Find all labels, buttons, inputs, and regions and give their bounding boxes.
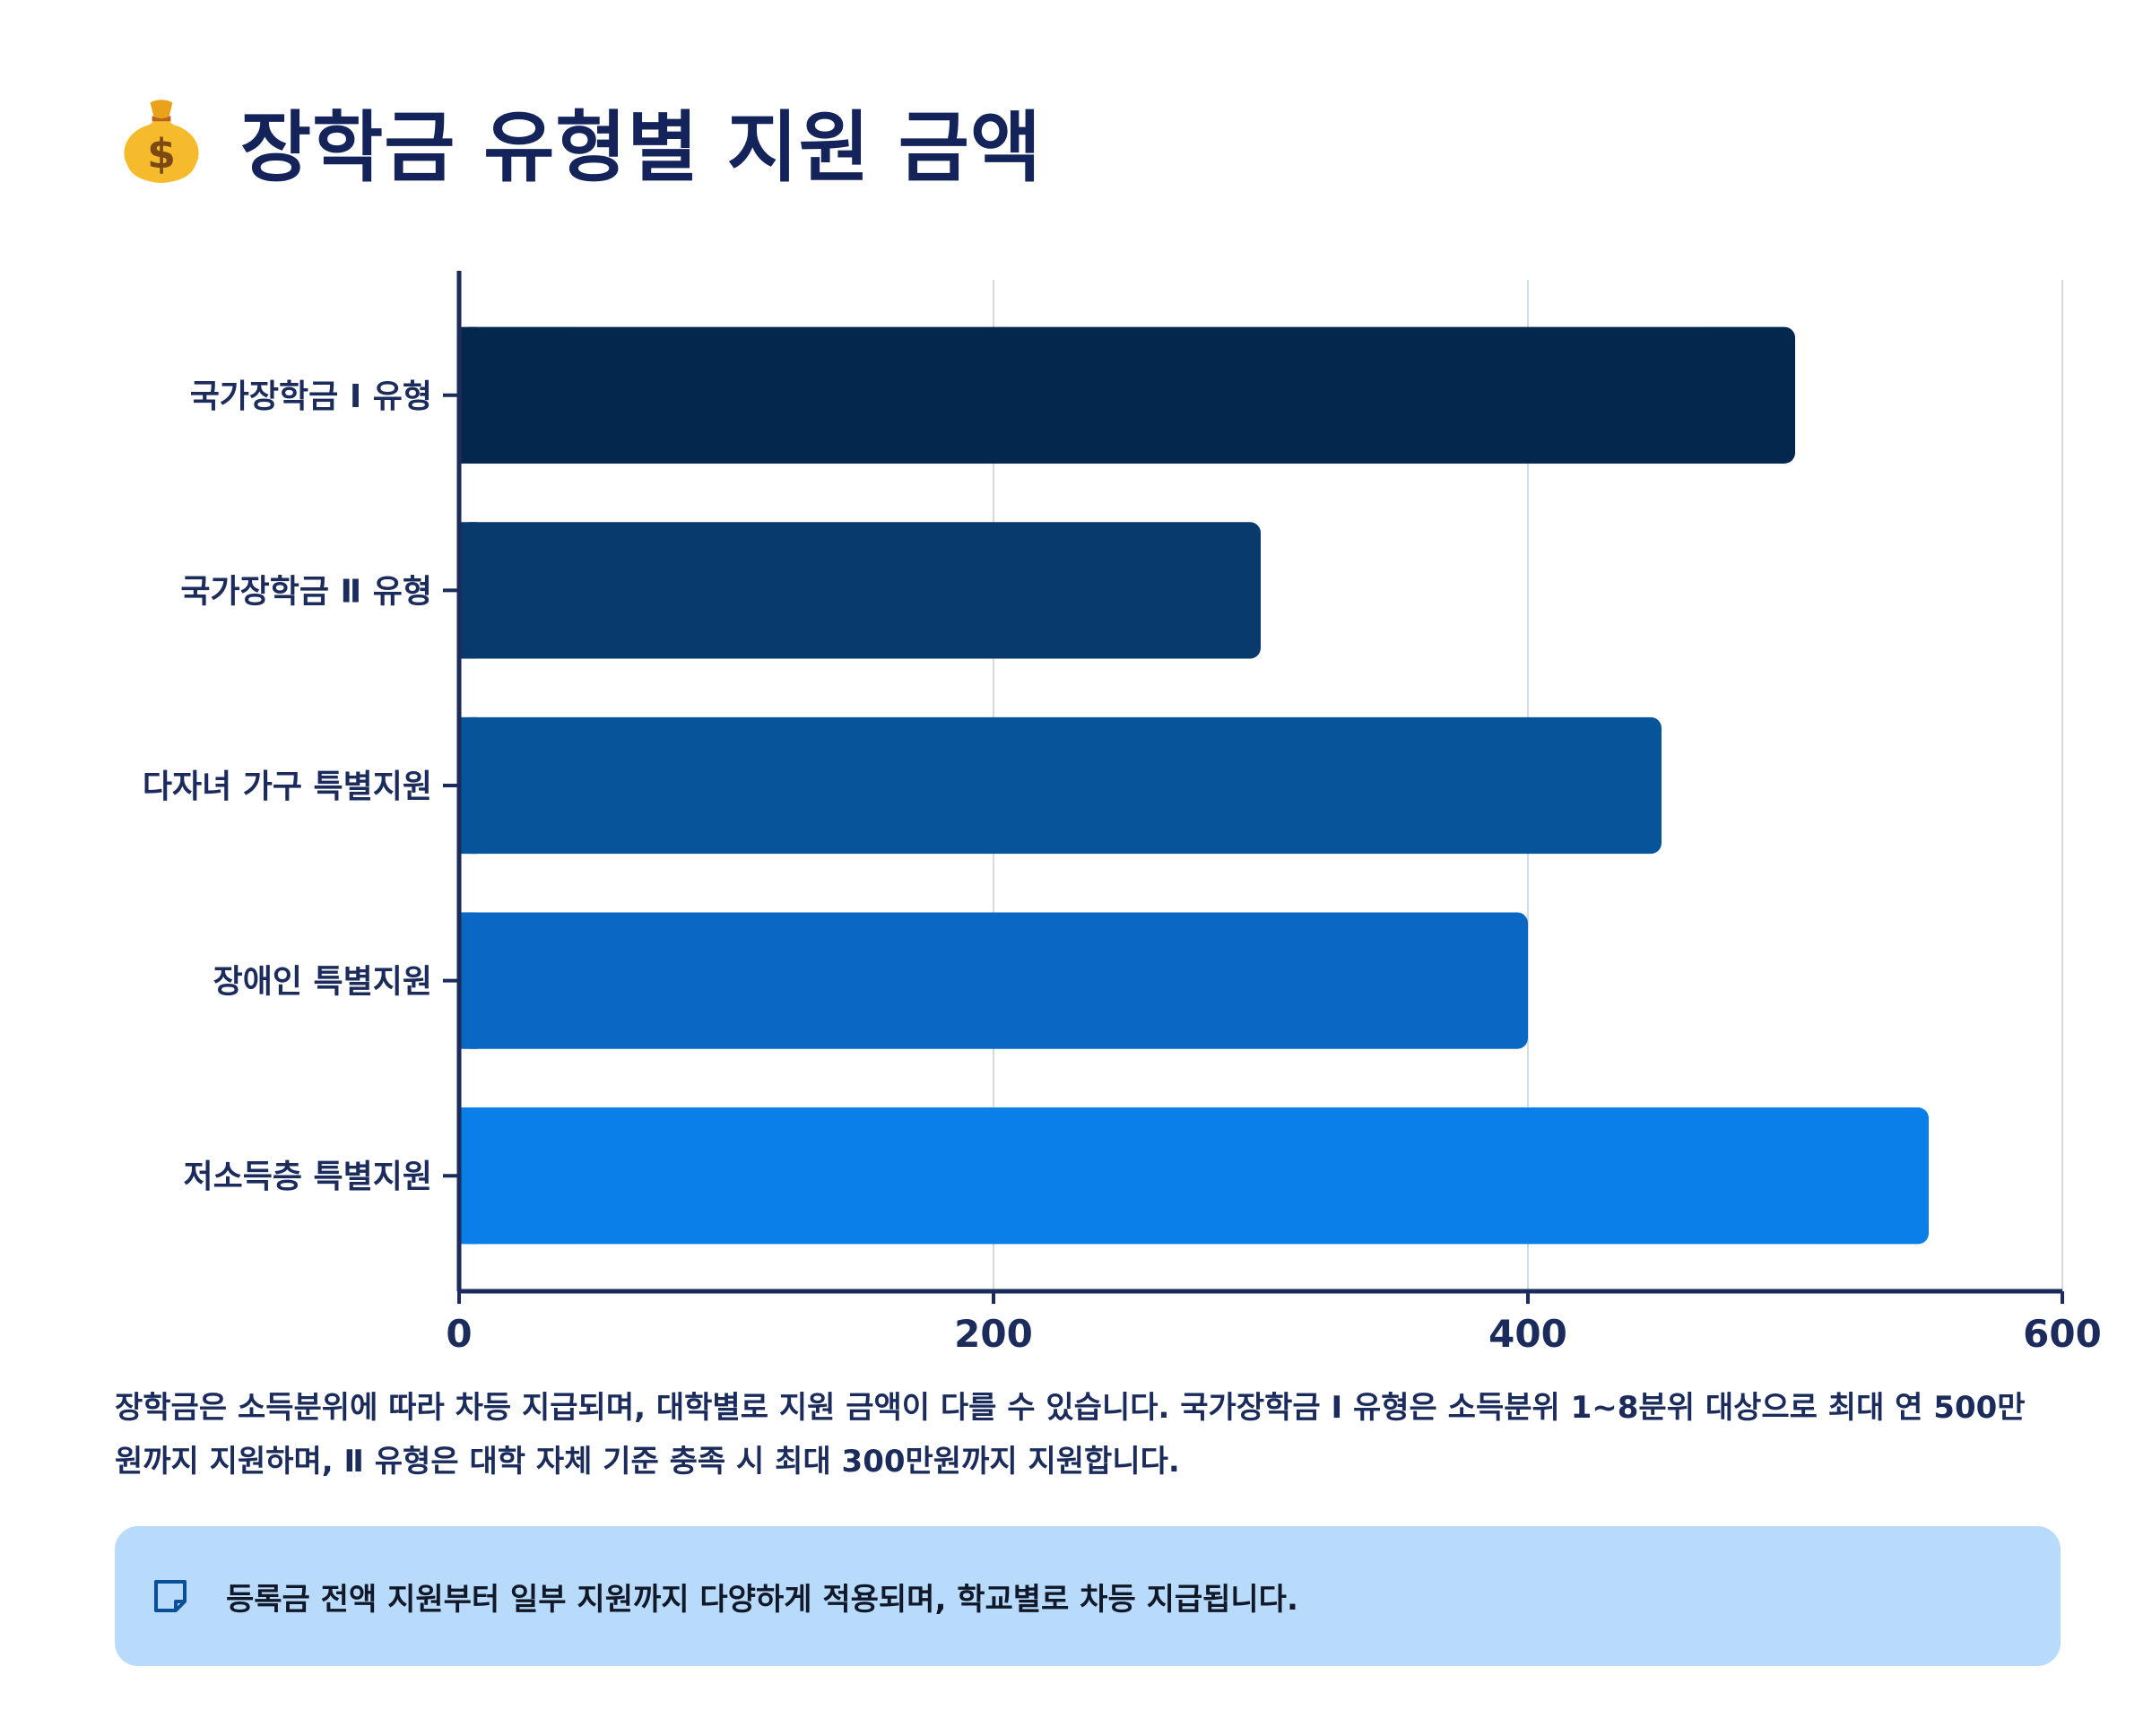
bar [459,522,1261,659]
x-tick-label: 600 [2023,1312,2102,1356]
axes [443,271,2064,1304]
bar-base [459,912,477,1049]
note-text: 등록금 전액 지원부터 일부 지원까지 다양하게 적용되며, 학교별로 차등 지… [226,1581,1298,1618]
bar-base [459,326,477,464]
info-note: 등록금 전액 지원부터 일부 지원까지 다양하게 적용되며, 학교별로 차등 지… [115,1526,2061,1666]
y-tick-label: 국가장학금 Ⅱ 유형 [180,573,432,610]
bars [459,326,1929,1245]
y-tick-label: 국가장학금 Ⅰ 유형 [190,378,432,415]
y-tick-label: 장애인 특별지원 [213,964,432,1001]
description-paragraph: 장학금은 소득분위에 따라 차등 지급되며, 대학별로 지원 금액이 다를 수 … [115,1390,2026,1480]
bar-base [459,1107,477,1245]
description-text: 장학금은 소득분위에 따라 차등 지급되며, 대학별로 지원 금액이 다를 수 … [115,1381,2043,1489]
y-tick-label: 저소득층 특별지원 [184,1159,433,1195]
bar [459,912,1528,1049]
bar [459,716,1662,855]
page-title: 장학금 유형별 지원 금액 [240,102,1043,193]
y-tick-label: 다자녀 가구 특별지원 [143,768,432,805]
money-bag-icon: $ [124,100,199,183]
page-header: $ 장학금 유형별 지원 금액 [115,86,1042,194]
bar [459,1107,1929,1245]
x-tick-label: 400 [1488,1312,1567,1356]
x-tick-label: 200 [954,1312,1033,1356]
bar-base [459,716,477,855]
sticky-note-icon [154,1580,187,1612]
bar [459,326,1795,464]
x-tick-label: 0 [446,1312,472,1356]
bar-base [459,522,477,659]
svg-text:$: $ [147,130,176,178]
x-axis-labels: 0 200 400 600 [446,1312,2101,1356]
